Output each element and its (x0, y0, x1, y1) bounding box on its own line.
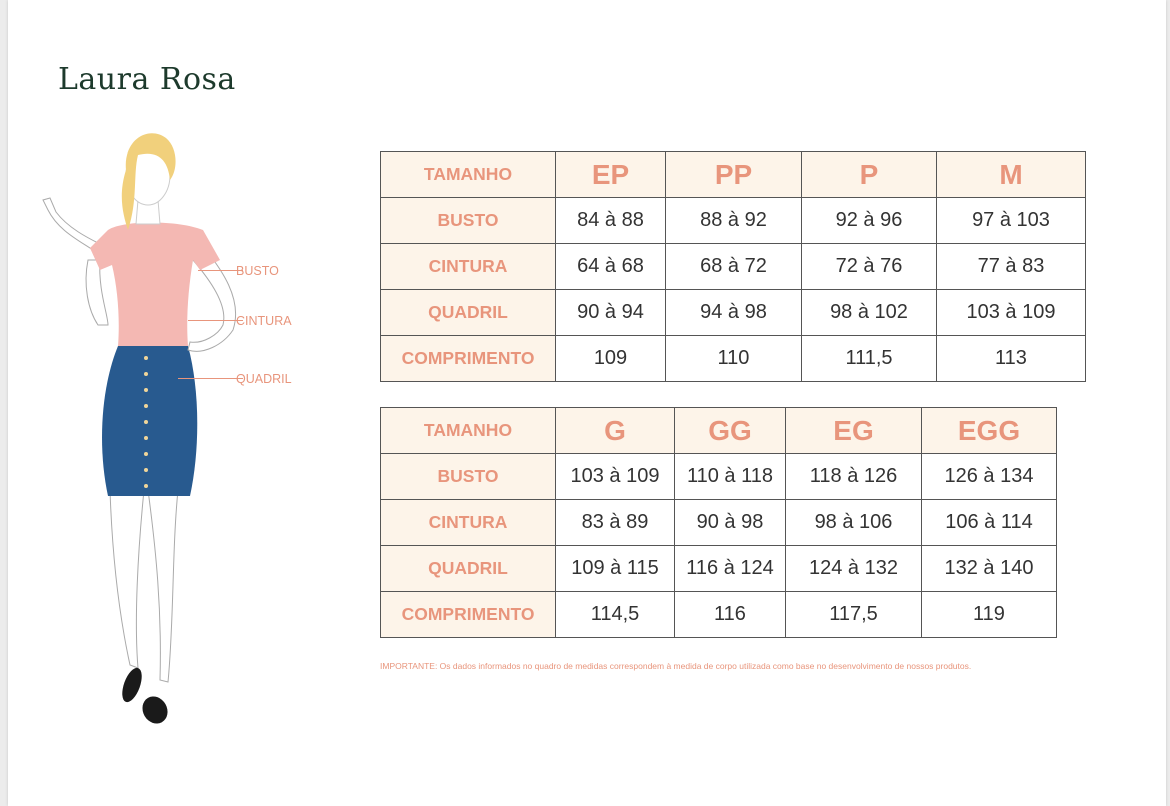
brand-logo: Laura Rosa (58, 62, 236, 97)
page: Laura Rosa (8, 0, 1166, 806)
row-label: QUADRIL (380, 545, 556, 592)
row-label: COMPRIMENTO (380, 335, 556, 382)
size-p: P (801, 151, 937, 198)
table-row: CINTURA 83 à 89 90 à 98 98 à 106 106 à 1… (380, 499, 1057, 546)
table-cell: 111,5 (801, 335, 937, 382)
size-pp: PP (665, 151, 802, 198)
table-cell: 94 à 98 (665, 289, 802, 336)
table-cell: 103 à 109 (555, 453, 675, 500)
table-row: BUSTO 103 à 109 110 à 118 118 à 126 126 … (380, 453, 1057, 500)
table-cell: 92 à 96 (801, 197, 937, 244)
model-illustration (38, 120, 318, 740)
table-row: CINTURA 64 à 68 68 à 72 72 à 76 77 à 83 (380, 243, 1086, 290)
table-cell: 109 à 115 (555, 545, 675, 592)
size-ep: EP (555, 151, 666, 198)
important-note: IMPORTANTE: Os dados informados no quadr… (380, 661, 972, 671)
table-row: BUSTO 84 à 88 88 à 92 92 à 96 97 à 103 (380, 197, 1086, 244)
model-figure (42, 133, 237, 724)
size-egg: EGG (921, 407, 1057, 454)
size-eg: EG (785, 407, 922, 454)
size-table-1: TAMANHO EP PP P M BUSTO 84 à 88 88 à 92 … (380, 151, 1086, 382)
cintura-label: CINTURA (236, 314, 292, 328)
row-label: COMPRIMENTO (380, 591, 556, 638)
table-cell: 77 à 83 (936, 243, 1086, 290)
table-cell: 110 à 118 (674, 453, 786, 500)
table-cell: 114,5 (555, 591, 675, 638)
table-cell: 103 à 109 (936, 289, 1086, 336)
table-row: QUADRIL 90 à 94 94 à 98 98 à 102 103 à 1… (380, 289, 1086, 336)
table-cell: 106 à 114 (921, 499, 1057, 546)
header-label: TAMANHO (380, 407, 556, 454)
table-cell: 110 (665, 335, 802, 382)
table-cell: 113 (936, 335, 1086, 382)
quadril-line (178, 378, 243, 379)
table-cell: 116 à 124 (674, 545, 786, 592)
table-cell: 68 à 72 (665, 243, 802, 290)
table-cell: 98 à 106 (785, 499, 922, 546)
table-row: QUADRIL 109 à 115 116 à 124 124 à 132 13… (380, 545, 1057, 592)
table-cell: 116 (674, 591, 786, 638)
table-cell: 109 (555, 335, 666, 382)
table-cell: 72 à 76 (801, 243, 937, 290)
table-cell: 64 à 68 (555, 243, 666, 290)
cintura-line (188, 320, 243, 321)
size-m: M (936, 151, 1086, 198)
table-cell: 84 à 88 (555, 197, 666, 244)
table-cell: 98 à 102 (801, 289, 937, 336)
header-label: TAMANHO (380, 151, 556, 198)
table-cell: 117,5 (785, 591, 922, 638)
table-cell: 119 (921, 591, 1057, 638)
row-label: CINTURA (380, 499, 556, 546)
busto-line (198, 270, 243, 271)
quadril-label: QUADRIL (236, 372, 292, 386)
table-row: COMPRIMENTO 109 110 111,5 113 (380, 335, 1086, 382)
table-cell: 132 à 140 (921, 545, 1057, 592)
table-row: COMPRIMENTO 114,5 116 117,5 119 (380, 591, 1057, 638)
table-cell: 126 à 134 (921, 453, 1057, 500)
row-label: BUSTO (380, 453, 556, 500)
table-cell: 90 à 98 (674, 499, 786, 546)
table-header-row: TAMANHO EP PP P M (380, 151, 1086, 198)
row-label: BUSTO (380, 197, 556, 244)
table-cell: 90 à 94 (555, 289, 666, 336)
busto-label: BUSTO (236, 264, 279, 278)
table-cell: 97 à 103 (936, 197, 1086, 244)
table-cell: 118 à 126 (785, 453, 922, 500)
table-cell: 83 à 89 (555, 499, 675, 546)
size-gg: GG (674, 407, 786, 454)
row-label: CINTURA (380, 243, 556, 290)
table-cell: 88 à 92 (665, 197, 802, 244)
row-label: QUADRIL (380, 289, 556, 336)
size-table-2: TAMANHO G GG EG EGG BUSTO 103 à 109 110 … (380, 407, 1057, 638)
size-g: G (555, 407, 675, 454)
table-header-row: TAMANHO G GG EG EGG (380, 407, 1057, 454)
table-cell: 124 à 132 (785, 545, 922, 592)
